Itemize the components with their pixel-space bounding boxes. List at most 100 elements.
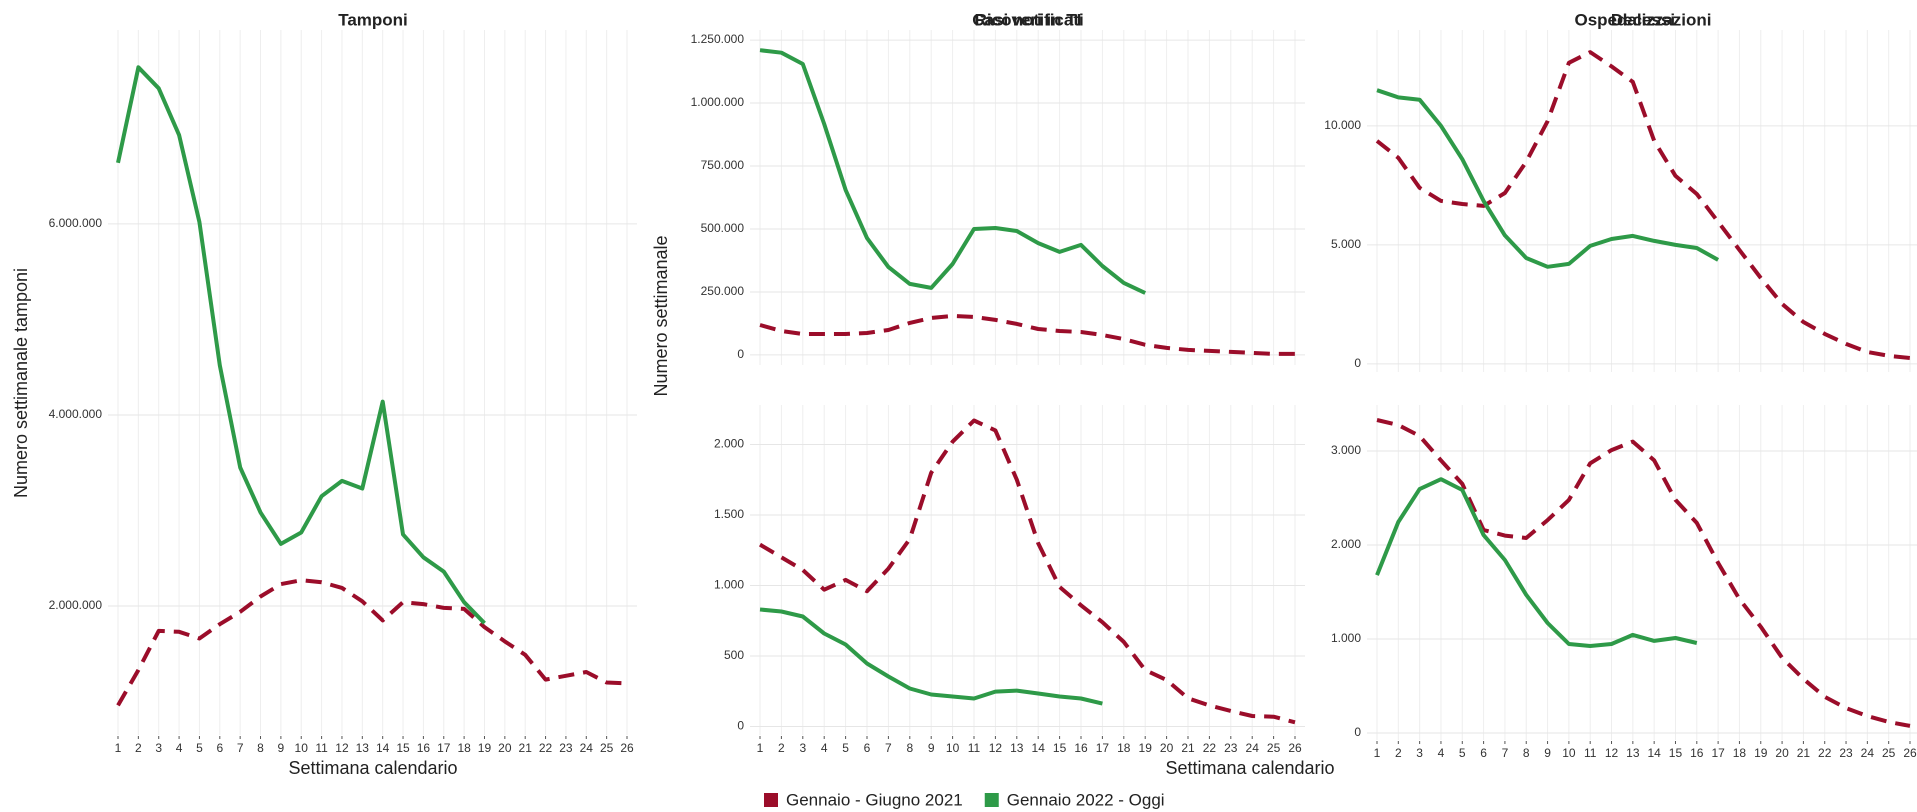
x-tick-label: 13 <box>1010 741 1024 755</box>
x-tick-label: 4 <box>1438 746 1445 760</box>
y-tick-label: 6.000.000 <box>49 216 103 230</box>
x-tick-label: 16 <box>1690 746 1704 760</box>
x-tick-label: 21 <box>1797 746 1811 760</box>
x-tick-label: 9 <box>1544 746 1551 760</box>
legend-swatch <box>984 793 999 807</box>
x-tick-label: 3 <box>1416 746 1423 760</box>
x-tick-label: 6 <box>1480 746 1487 760</box>
x-axis-label: Settimana calendario <box>288 758 457 778</box>
x-tick-label: 15 <box>1053 741 1067 755</box>
x-tick-label: 26 <box>1288 741 1302 755</box>
x-tick-label: 18 <box>457 741 471 755</box>
x-tick-label: 25 <box>600 741 614 755</box>
x-tick-label: 17 <box>437 741 451 755</box>
series-line <box>1376 88 1720 269</box>
x-tick-label: 12 <box>1605 746 1619 760</box>
x-tick-label: 10 <box>946 741 960 755</box>
y-tick-label: 0 <box>737 719 744 733</box>
y-tick-label: 750.000 <box>701 158 745 172</box>
x-tick-label: 8 <box>1523 746 1530 760</box>
x-tick-label: 15 <box>396 741 410 755</box>
x-tick-label: 8 <box>906 741 913 755</box>
series-line <box>758 418 1296 725</box>
x-tick-label: 9 <box>278 741 285 755</box>
panel-title: Tamponi <box>338 10 408 29</box>
x-tick-label: 6 <box>864 741 871 755</box>
y-tick-label: 3.000 <box>1331 443 1361 457</box>
series-line <box>759 48 1147 295</box>
legend-label: Gennaio - Giugno 2021 <box>786 790 963 809</box>
y-tick-label: 0 <box>1354 356 1361 370</box>
y-tick-label: 1.000.000 <box>691 95 745 109</box>
x-tick-label: 20 <box>1160 741 1174 755</box>
x-tick-label: 1 <box>757 741 764 755</box>
x-tick-label: 3 <box>155 741 162 755</box>
panel-title: Ospedalizzazioni <box>1575 10 1712 29</box>
x-tick-label: 15 <box>1669 746 1683 760</box>
x-tick-label: 5 <box>1459 746 1466 760</box>
y-tick-label: 500.000 <box>701 221 745 235</box>
y-tick-label: 0 <box>737 347 744 361</box>
y-tick-label: 250.000 <box>701 284 745 298</box>
x-tick-label: 11 <box>968 741 981 755</box>
x-tick-label: 21 <box>1181 741 1195 755</box>
x-tick-label: 1 <box>1374 746 1381 760</box>
x-tick-label: 4 <box>176 741 183 755</box>
x-tick-label: 5 <box>196 741 203 755</box>
x-tick-label: 23 <box>1224 741 1238 755</box>
x-tick-label: 11 <box>1584 746 1597 760</box>
y-tick-label: 500 <box>724 648 744 662</box>
y-tick-label: 1.000 <box>714 578 744 592</box>
x-tick-label: 2 <box>135 741 142 755</box>
x-tick-label: 8 <box>257 741 264 755</box>
x-tick-label: 13 <box>1626 746 1640 760</box>
x-tick-label: 10 <box>295 741 309 755</box>
x-tick-label: 12 <box>989 741 1003 755</box>
x-tick-label: 1 <box>115 741 122 755</box>
x-tick-label: 9 <box>928 741 935 755</box>
series-line <box>116 65 486 625</box>
series-line <box>759 313 1295 356</box>
y-tick-label: 1.250.000 <box>691 32 745 46</box>
x-tick-label: 7 <box>1502 746 1509 760</box>
x-tick-label: 18 <box>1733 746 1747 760</box>
y-tick-label: 10.000 <box>1324 118 1361 132</box>
x-tick-label: 19 <box>1139 741 1153 755</box>
x-tick-label: 12 <box>335 741 349 755</box>
panel-title: Casi notificati <box>972 10 1083 29</box>
x-tick-label: 7 <box>237 741 244 755</box>
y-axis-label: Numero settimanale tamponi <box>11 268 31 498</box>
y-tick-label: 2.000.000 <box>49 598 103 612</box>
x-tick-label: 22 <box>1818 746 1832 760</box>
x-tick-label: 16 <box>1074 741 1088 755</box>
x-tick-label: 20 <box>498 741 512 755</box>
legend-label: Gennaio 2022 - Oggi <box>1007 790 1165 809</box>
series-line <box>1375 50 1911 360</box>
x-tick-label: 17 <box>1711 746 1725 760</box>
x-tick-label: 22 <box>1203 741 1217 755</box>
x-tick-label: 13 <box>356 741 370 755</box>
x-tick-label: 24 <box>1246 741 1260 755</box>
panel-title: Decessi <box>1611 10 1675 29</box>
x-tick-label: 20 <box>1775 746 1789 760</box>
x-tick-label: 23 <box>1839 746 1853 760</box>
y-tick-label: 1.000 <box>1331 631 1361 645</box>
x-tick-label: 26 <box>1903 746 1917 760</box>
y-tick-label: 2.000 <box>1331 537 1361 551</box>
series-line <box>1375 477 1698 648</box>
y-tick-label: 0 <box>1354 725 1361 739</box>
x-tick-label: 26 <box>620 741 634 755</box>
x-tick-label: 25 <box>1882 746 1896 760</box>
y-tick-label: 2.000 <box>714 437 744 451</box>
series-line <box>759 607 1103 706</box>
x-tick-label: 2 <box>1395 746 1402 760</box>
x-tick-label: 16 <box>417 741 431 755</box>
x-tick-label: 21 <box>519 741 533 755</box>
x-tick-label: 10 <box>1562 746 1576 760</box>
x-tick-label: 4 <box>821 741 828 755</box>
x-tick-label: 6 <box>216 741 223 755</box>
y-tick-label: 5.000 <box>1331 237 1361 251</box>
x-tick-label: 11 <box>315 741 328 755</box>
x-tick-label: 24 <box>580 741 594 755</box>
y-tick-label: 4.000.000 <box>49 407 103 421</box>
